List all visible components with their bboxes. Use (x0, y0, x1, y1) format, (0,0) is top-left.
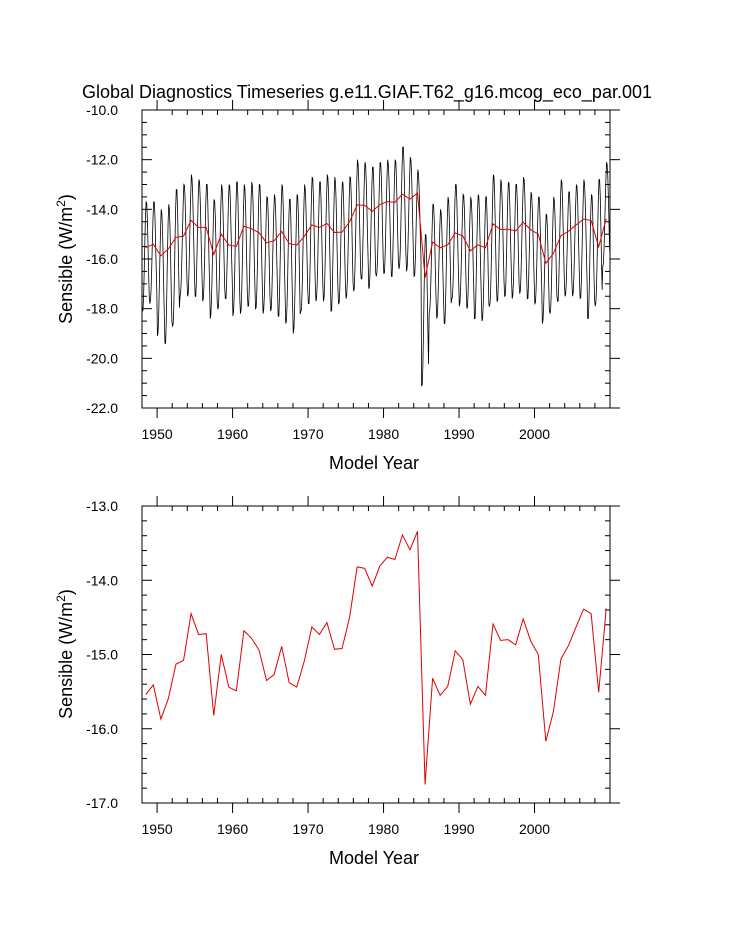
bottom-chart-xlabel: Model Year (329, 848, 419, 868)
bottom-series-annual-mean (145, 531, 607, 785)
bottom-x-tick-label: 1970 (292, 821, 323, 837)
bottom-ylabel-sup: 2 (54, 595, 68, 602)
bottom-chart: 1950 1960 1970 1980 1990 2000 -13.0 -14.0 -15.0 -… (54, 496, 620, 868)
top-y-tick-label: -16.0 (86, 251, 118, 267)
top-x-tick-label: 1950 (142, 426, 173, 442)
top-x-tick-label: 1970 (292, 426, 323, 442)
top-y-tick-label: -10.0 (86, 102, 118, 118)
bottom-ylabel-main: Sensible (W/m (56, 602, 76, 719)
bottom-x-tick-label: 1980 (368, 821, 399, 837)
bottom-y-tick-label: -14.0 (86, 572, 118, 588)
top-ylabel-main: Sensible (W/m (56, 207, 76, 324)
bottom-chart-frame (141, 505, 611, 804)
bottom-y-tick-label: -15.0 (86, 647, 118, 663)
bottom-y-tick-label: -17.0 (86, 795, 118, 811)
top-chart-xlabel: Model Year (329, 453, 419, 473)
top-chart-ticks: 1950 1960 1970 1980 1990 2000 -10.0 -12.0 -14.0 -… (86, 100, 620, 442)
top-x-tick-label: 1980 (368, 426, 399, 442)
top-y-tick-label: -14.0 (86, 201, 118, 217)
bottom-x-tick-label: 1960 (217, 821, 248, 837)
top-x-tick-label: 2000 (519, 426, 550, 442)
top-ylabel-tail: ) (56, 194, 76, 200)
bottom-y-tick-label: -13.0 (86, 498, 118, 514)
bottom-y-tick-label: -16.0 (86, 721, 118, 737)
top-ylabel-sup: 2 (54, 200, 68, 207)
top-y-tick-label: -18.0 (86, 301, 118, 317)
top-series-monthly (142, 146, 610, 387)
bottom-chart-ylabel: Sensible (W/m2) (54, 589, 76, 719)
top-y-tick-label: -20.0 (86, 350, 118, 366)
bottom-x-tick-label: 1950 (142, 821, 173, 837)
top-chart-title: Global Diagnostics Timeseries g.e11.GIAF… (82, 82, 652, 103)
top-chart: Global Diagnostics Timeseries g.e11.GIAF… (54, 82, 652, 473)
top-chart-ylabel: Sensible (W/m2) (54, 194, 76, 324)
bottom-x-tick-label: 2000 (519, 821, 550, 837)
top-chart-frame (141, 109, 611, 409)
top-series-annual-mean (145, 191, 607, 278)
top-y-tick-label: -12.0 (86, 152, 118, 168)
bottom-ylabel-tail: ) (56, 589, 76, 595)
bottom-x-tick-label: 1990 (443, 821, 474, 837)
bottom-chart-series (145, 531, 607, 785)
bottom-chart-ticks: 1950 1960 1970 1980 1990 2000 -13.0 -14.0 -15.0 -… (86, 496, 620, 837)
top-x-tick-label: 1990 (443, 426, 474, 442)
top-y-tick-label: -22.0 (86, 400, 118, 416)
top-x-tick-label: 1960 (217, 426, 248, 442)
top-chart-series (142, 146, 610, 387)
